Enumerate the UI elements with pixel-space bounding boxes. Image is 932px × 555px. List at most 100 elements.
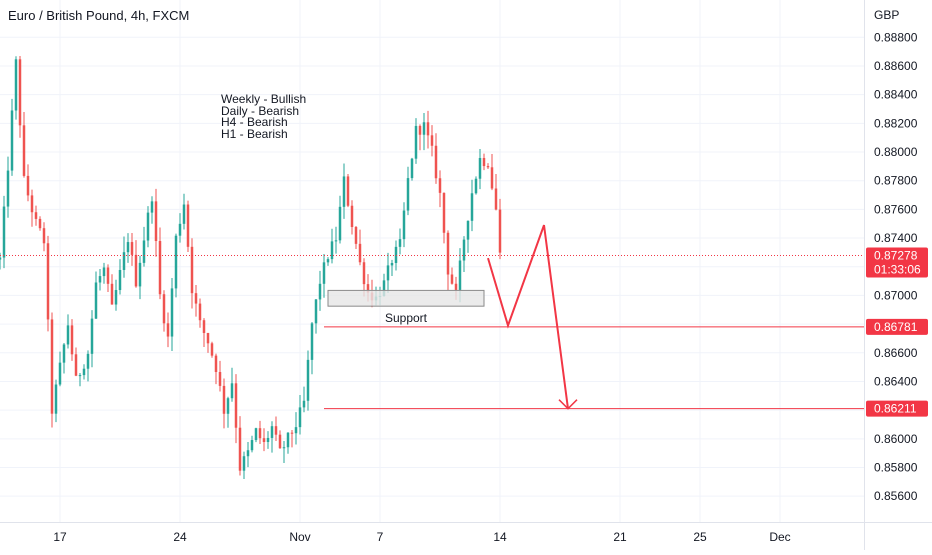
- note-daily: Daily - Bearish: [221, 103, 300, 118]
- candle-body: [118, 269, 122, 291]
- candle-body: [342, 176, 346, 207]
- candle-body: [42, 228, 46, 244]
- candle-body: [206, 332, 210, 344]
- candle-body: [222, 385, 226, 414]
- candle-body: [498, 209, 502, 253]
- candle-body: [46, 243, 50, 320]
- note-h4: H4 - Bearish: [221, 115, 288, 129]
- drawings: Support: [0, 224, 864, 410]
- candle-body: [426, 122, 430, 136]
- current-price-tag-text: 0.87278: [874, 249, 918, 263]
- y-tick-label: 0.86400: [874, 374, 918, 388]
- candle-body: [230, 383, 234, 399]
- y-tick-label: 0.87400: [874, 231, 918, 245]
- candle-body: [126, 242, 130, 253]
- chart-title: Euro / British Pound, 4h, FXCM: [8, 8, 190, 23]
- candle-body: [30, 195, 34, 213]
- candle-body: [226, 398, 230, 414]
- candle-body: [62, 344, 66, 363]
- candle-body: [454, 283, 458, 290]
- candle-body: [18, 59, 22, 126]
- x-tick-label: 7: [377, 530, 384, 544]
- candle-body: [234, 383, 238, 428]
- y-tick-label: 0.88600: [874, 59, 918, 73]
- grid: [0, 0, 864, 522]
- candle-body: [366, 284, 370, 293]
- x-tick-label: Dec: [769, 530, 790, 544]
- candle-body: [422, 122, 426, 135]
- x-tick-label: 17: [53, 530, 67, 544]
- candle-body: [246, 450, 250, 457]
- candle-body: [194, 293, 198, 304]
- candle-body: [190, 246, 194, 294]
- candle-body: [466, 220, 470, 240]
- level-tag-2-bg: [866, 400, 928, 417]
- candle-body: [362, 262, 366, 285]
- candle-body: [218, 372, 222, 386]
- note-h1: H1 - Bearish: [221, 126, 288, 141]
- candle-body: [290, 432, 294, 434]
- candle-body: [146, 212, 150, 241]
- candle-body: [354, 227, 358, 244]
- candle-body: [170, 288, 174, 337]
- candle-body: [202, 320, 206, 333]
- current-price-tag-text: 01:33:06: [874, 263, 921, 277]
- candle-body: [74, 354, 78, 376]
- candle-body: [142, 240, 146, 263]
- candle-body: [34, 212, 38, 219]
- y-tick-label: 0.85600: [874, 489, 918, 503]
- candle-body: [270, 426, 274, 438]
- candle-body: [394, 246, 398, 263]
- candle-body: [22, 125, 26, 176]
- candle-body: [166, 323, 170, 337]
- x-tick-label: 24: [173, 530, 187, 544]
- bias-notes: Weekly - Bullish Daily - Bearish H4 - Be…: [221, 92, 307, 141]
- candle-body: [254, 428, 258, 441]
- candle-body: [110, 283, 114, 305]
- y-tick-label: 0.88800: [874, 30, 918, 44]
- y-tick-label: 0.87800: [874, 174, 918, 188]
- candle-body: [250, 440, 254, 451]
- candle-body: [258, 428, 262, 439]
- candle-body: [54, 384, 58, 414]
- candle-body: [382, 280, 386, 297]
- candle-body: [318, 283, 322, 300]
- candle-body: [266, 437, 270, 442]
- candle-body: [490, 167, 494, 189]
- candle-body: [150, 201, 154, 213]
- candle-body: [158, 241, 162, 295]
- candle-body: [410, 158, 414, 179]
- candle-body: [486, 166, 490, 168]
- candle-body: [414, 125, 418, 159]
- currency-label: GBP: [874, 8, 900, 22]
- x-tick-label: 14: [493, 530, 507, 544]
- candle-body: [162, 294, 166, 324]
- projection-arrowhead: [558, 399, 578, 410]
- candle-body: [310, 323, 314, 360]
- candle-body: [406, 178, 410, 211]
- support-zone: [327, 289, 485, 307]
- y-tick-label: 0.85800: [874, 461, 918, 475]
- candle-body: [450, 274, 454, 284]
- candle-body: [38, 218, 42, 229]
- candle-body: [274, 426, 278, 435]
- y-tick-label: 0.86600: [874, 346, 918, 360]
- candle-body: [0, 257, 2, 260]
- candle-body: [90, 318, 94, 354]
- candle-body: [386, 265, 390, 281]
- y-tick-label: 0.88400: [874, 88, 918, 102]
- candle-body: [182, 204, 186, 224]
- candle-body: [102, 267, 106, 277]
- candle-body: [134, 254, 138, 287]
- candle-body: [114, 290, 118, 305]
- candle-body: [26, 175, 30, 196]
- note-weekly: Weekly - Bullish: [221, 92, 307, 106]
- candle-body: [2, 206, 6, 258]
- candle-body: [286, 432, 290, 448]
- x-tick-label: 25: [693, 530, 707, 544]
- candle-body: [418, 125, 422, 135]
